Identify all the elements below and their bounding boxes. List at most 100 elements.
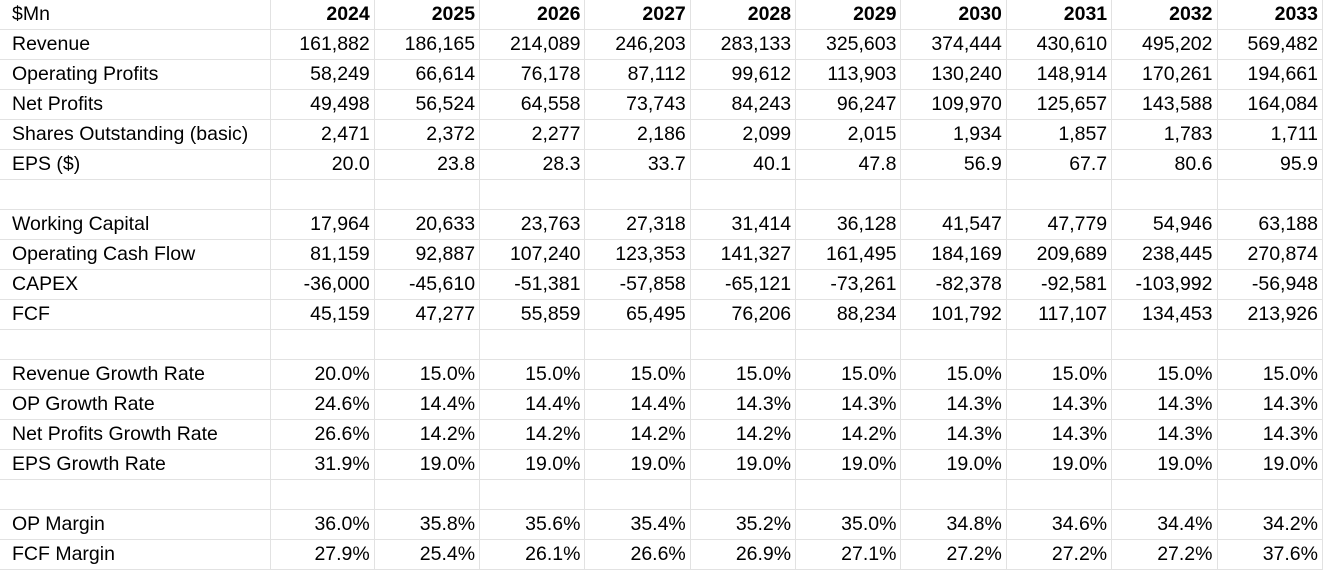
value-cell[interactable]: 15.0% bbox=[374, 359, 481, 390]
value-cell[interactable]: 117,107 bbox=[1006, 299, 1113, 330]
value-cell[interactable]: 14.2% bbox=[374, 419, 481, 450]
value-cell[interactable]: 27.2% bbox=[1111, 539, 1218, 570]
row-label-cell[interactable] bbox=[0, 329, 272, 360]
value-cell[interactable] bbox=[795, 179, 902, 210]
value-cell[interactable] bbox=[1006, 179, 1113, 210]
value-cell[interactable]: -51,381 bbox=[479, 269, 586, 300]
value-cell[interactable]: 47,277 bbox=[374, 299, 481, 330]
value-cell[interactable]: 76,178 bbox=[479, 59, 586, 90]
value-cell[interactable]: 130,240 bbox=[900, 59, 1007, 90]
value-cell[interactable] bbox=[479, 179, 586, 210]
value-cell[interactable]: 56,524 bbox=[374, 89, 481, 120]
value-cell[interactable]: 14.2% bbox=[584, 419, 691, 450]
value-cell[interactable]: 325,603 bbox=[795, 29, 902, 60]
value-cell[interactable]: 26.1% bbox=[479, 539, 586, 570]
value-cell[interactable]: 47,779 bbox=[1006, 209, 1113, 240]
value-cell[interactable]: 35.4% bbox=[584, 509, 691, 540]
value-cell[interactable] bbox=[270, 479, 375, 510]
value-cell[interactable]: 31.9% bbox=[270, 449, 375, 480]
value-cell[interactable]: 495,202 bbox=[1111, 29, 1218, 60]
value-cell[interactable]: 2,372 bbox=[374, 119, 481, 150]
value-cell[interactable]: -45,610 bbox=[374, 269, 481, 300]
value-cell[interactable]: 24.6% bbox=[270, 389, 375, 420]
value-cell[interactable]: 374,444 bbox=[900, 29, 1007, 60]
value-cell[interactable]: 2,186 bbox=[584, 119, 691, 150]
row-label-cell[interactable]: CAPEX bbox=[0, 269, 272, 300]
value-cell[interactable] bbox=[1111, 179, 1218, 210]
value-cell[interactable]: 25.4% bbox=[374, 539, 481, 570]
value-cell[interactable]: 125,657 bbox=[1006, 89, 1113, 120]
value-cell[interactable]: 19.0% bbox=[374, 449, 481, 480]
value-cell[interactable] bbox=[584, 329, 691, 360]
value-cell[interactable] bbox=[690, 179, 797, 210]
value-cell[interactable] bbox=[1006, 479, 1113, 510]
value-cell[interactable]: 27.2% bbox=[900, 539, 1007, 570]
value-cell[interactable]: 55,859 bbox=[479, 299, 586, 330]
value-cell[interactable]: 20,633 bbox=[374, 209, 481, 240]
value-cell[interactable]: 36.0% bbox=[270, 509, 375, 540]
value-cell[interactable] bbox=[1111, 329, 1218, 360]
value-cell[interactable]: 109,970 bbox=[900, 89, 1007, 120]
value-cell[interactable] bbox=[584, 479, 691, 510]
value-cell[interactable]: 15.0% bbox=[1217, 359, 1323, 390]
value-cell[interactable]: 35.8% bbox=[374, 509, 481, 540]
value-cell[interactable]: 84,243 bbox=[690, 89, 797, 120]
value-cell[interactable]: 238,445 bbox=[1111, 239, 1218, 270]
value-cell[interactable]: 14.3% bbox=[1111, 389, 1218, 420]
value-cell[interactable] bbox=[690, 479, 797, 510]
value-cell[interactable] bbox=[584, 179, 691, 210]
value-cell[interactable]: 134,453 bbox=[1111, 299, 1218, 330]
value-cell[interactable]: 246,203 bbox=[584, 29, 691, 60]
value-cell[interactable]: 40.1 bbox=[690, 149, 797, 180]
row-label-cell[interactable]: Working Capital bbox=[0, 209, 272, 240]
year-header-cell[interactable]: 2028 bbox=[690, 0, 797, 30]
value-cell[interactable]: -57,858 bbox=[584, 269, 691, 300]
value-cell[interactable]: 2,015 bbox=[795, 119, 902, 150]
value-cell[interactable]: 87,112 bbox=[584, 59, 691, 90]
value-cell[interactable]: 96,247 bbox=[795, 89, 902, 120]
value-cell[interactable]: 15.0% bbox=[900, 359, 1007, 390]
value-cell[interactable] bbox=[1217, 179, 1323, 210]
value-cell[interactable]: 209,689 bbox=[1006, 239, 1113, 270]
value-cell[interactable] bbox=[1111, 479, 1218, 510]
value-cell[interactable]: 1,857 bbox=[1006, 119, 1113, 150]
value-cell[interactable]: 66,614 bbox=[374, 59, 481, 90]
value-cell[interactable]: 14.4% bbox=[374, 389, 481, 420]
value-cell[interactable]: 1,783 bbox=[1111, 119, 1218, 150]
value-cell[interactable]: 95.9 bbox=[1217, 149, 1323, 180]
value-cell[interactable] bbox=[900, 179, 1007, 210]
value-cell[interactable]: 141,327 bbox=[690, 239, 797, 270]
row-label-cell[interactable]: Operating Profits bbox=[0, 59, 272, 90]
year-header-cell[interactable]: 2031 bbox=[1006, 0, 1113, 30]
value-cell[interactable]: 27.2% bbox=[1006, 539, 1113, 570]
row-label-cell[interactable]: OP Growth Rate bbox=[0, 389, 272, 420]
value-cell[interactable]: -73,261 bbox=[795, 269, 902, 300]
value-cell[interactable]: 283,133 bbox=[690, 29, 797, 60]
value-cell[interactable]: 14.3% bbox=[1217, 389, 1323, 420]
value-cell[interactable]: 80.6 bbox=[1111, 149, 1218, 180]
value-cell[interactable] bbox=[1217, 479, 1323, 510]
value-cell[interactable]: 49,498 bbox=[270, 89, 375, 120]
row-label-cell[interactable]: Revenue Growth Rate bbox=[0, 359, 272, 390]
value-cell[interactable]: 15.0% bbox=[584, 359, 691, 390]
value-cell[interactable]: 36,128 bbox=[795, 209, 902, 240]
value-cell[interactable]: 164,084 bbox=[1217, 89, 1323, 120]
value-cell[interactable]: 15.0% bbox=[479, 359, 586, 390]
row-label-cell[interactable]: EPS ($) bbox=[0, 149, 272, 180]
unit-label-cell[interactable]: $Mn bbox=[0, 0, 272, 30]
row-label-cell[interactable] bbox=[0, 479, 272, 510]
value-cell[interactable] bbox=[479, 329, 586, 360]
value-cell[interactable]: 214,089 bbox=[479, 29, 586, 60]
value-cell[interactable]: 34.4% bbox=[1111, 509, 1218, 540]
row-label-cell[interactable]: FCF bbox=[0, 299, 272, 330]
year-header-cell[interactable]: 2032 bbox=[1111, 0, 1218, 30]
value-cell[interactable] bbox=[374, 479, 481, 510]
value-cell[interactable]: 33.7 bbox=[584, 149, 691, 180]
value-cell[interactable]: 99,612 bbox=[690, 59, 797, 90]
value-cell[interactable]: 569,482 bbox=[1217, 29, 1323, 60]
value-cell[interactable]: 19.0% bbox=[690, 449, 797, 480]
value-cell[interactable]: 19.0% bbox=[1111, 449, 1218, 480]
value-cell[interactable] bbox=[374, 329, 481, 360]
value-cell[interactable]: 58,249 bbox=[270, 59, 375, 90]
row-label-cell[interactable]: Revenue bbox=[0, 29, 272, 60]
